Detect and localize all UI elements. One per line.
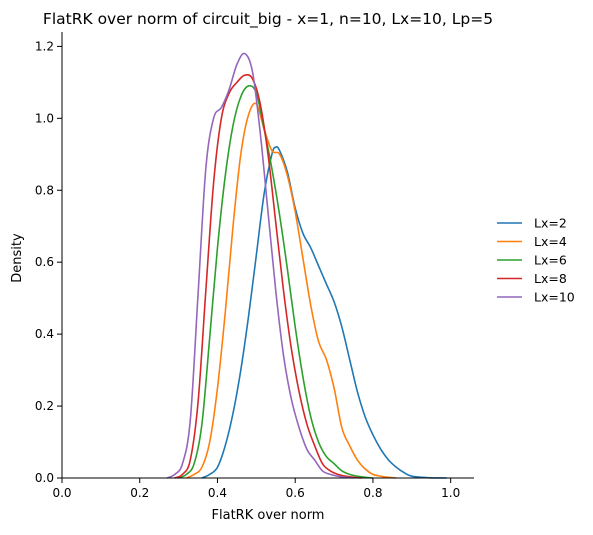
y-tick-label: 0.8	[35, 183, 54, 197]
y-axis-label: Density	[10, 233, 25, 283]
x-tick-label: 0.2	[130, 486, 149, 500]
legend-label: Lx=8	[534, 271, 567, 286]
x-axis-ticks: 0.0 0.2 0.4 0.6 0.8 1.0	[52, 478, 460, 500]
series-line-lx-10	[166, 52, 354, 479]
x-tick-label: 0.4	[208, 486, 227, 500]
plot-lines	[166, 52, 447, 479]
x-tick-label: 1.0	[441, 486, 460, 500]
y-axis-ticks: 0.0 0.2 0.4 0.6 0.8 1.0 1.2	[35, 39, 62, 485]
legend-label: Lx=6	[534, 253, 567, 268]
series-line-lx-8	[174, 73, 362, 479]
y-tick-label: 0.0	[35, 471, 54, 485]
y-tick-label: 0.2	[35, 399, 54, 413]
chart-title: FlatRK over norm of circuit_big - x=1, n…	[43, 10, 493, 29]
legend-label: Lx=10	[534, 290, 575, 305]
series-line-lx-2	[201, 146, 447, 479]
y-tick-label: 0.6	[35, 255, 54, 269]
y-tick-label: 0.4	[35, 327, 54, 341]
x-axis-label: FlatRK over norm	[212, 508, 325, 523]
legend-label: Lx=2	[534, 216, 567, 231]
x-tick-label: 0.0	[52, 486, 71, 500]
x-tick-label: 0.8	[363, 486, 382, 500]
legend-label: Lx=4	[534, 234, 567, 249]
x-tick-label: 0.6	[286, 486, 305, 500]
series-line-lx-6	[178, 84, 374, 479]
series-line-lx-4	[186, 102, 397, 479]
legend: Lx=2 Lx=4 Lx=6 Lx=8 Lx=10	[497, 216, 575, 305]
y-tick-label: 1.2	[35, 39, 54, 53]
y-tick-label: 1.0	[35, 111, 54, 125]
